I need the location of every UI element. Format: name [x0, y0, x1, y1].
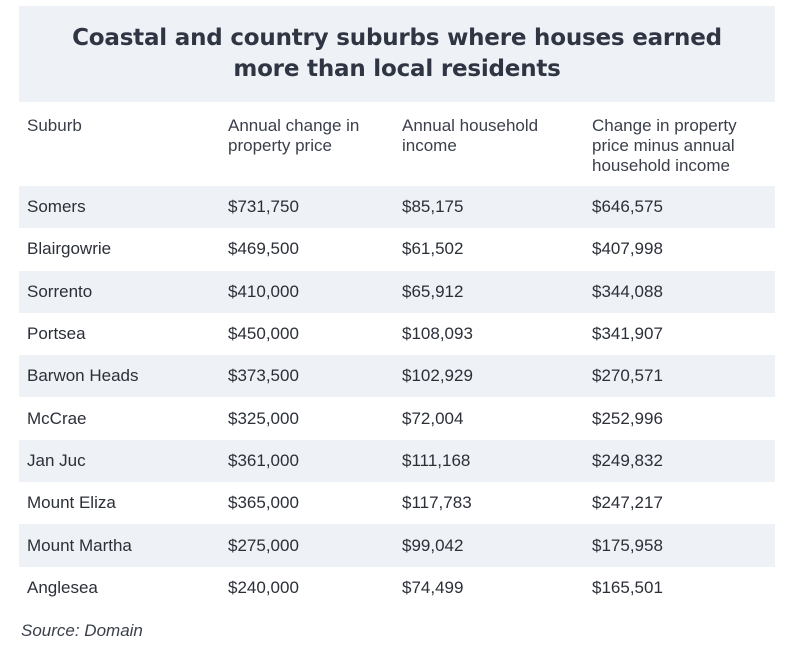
column-header-difference: Change in property price minus annual ho… [592, 116, 737, 175]
cell-income: $102,929 [394, 355, 584, 398]
header-row: Suburb Annual change in property price A… [19, 102, 775, 186]
cell-price-change: $325,000 [220, 397, 394, 440]
table-body: Somers $731,750 $85,175 $646,575 Blairgowrie… [19, 186, 775, 609]
title-banner: Coastal and country suburbs where houses… [19, 6, 775, 102]
cell-suburb: Anglesea [19, 566, 220, 609]
table-row: Mount Eliza $365,000 $117,783 $247,217 [19, 482, 775, 525]
table-row: Blairgowrie $469,500 $61,502 $407,998 [19, 228, 775, 271]
cell-difference: $165,501 [584, 566, 775, 609]
cell-suburb: Mount Eliza [19, 482, 220, 525]
cell-difference: $341,907 [584, 312, 775, 356]
cell-suburb: Mount Martha [19, 524, 220, 567]
cell-suburb: Jan Juc [19, 439, 220, 483]
cell-price-change: $373,500 [220, 355, 394, 398]
cell-suburb: Blairgowrie [19, 228, 220, 271]
cell-price-change: $365,000 [220, 482, 394, 525]
table-row: Jan Juc $361,000 $111,168 $249,832 [19, 439, 775, 483]
table-row: Portsea $450,000 $108,093 $341,907 [19, 312, 775, 356]
cell-difference: $249,832 [584, 439, 775, 483]
cell-difference: $247,217 [584, 482, 775, 525]
cell-price-change: $469,500 [220, 228, 394, 271]
cell-suburb: Barwon Heads [19, 355, 220, 398]
cell-difference: $252,996 [584, 397, 775, 440]
table-row: Sorrento $410,000 $65,912 $344,088 [19, 270, 775, 313]
table-row: McCrae $325,000 $72,004 $252,996 [19, 397, 775, 440]
page-title: Coastal and country suburbs where houses… [72, 25, 722, 82]
source-note: Source: Domain [21, 621, 143, 640]
cell-income: $65,912 [394, 270, 584, 313]
cell-suburb: Sorrento [19, 270, 220, 313]
data-table: Suburb Annual change in property price A… [19, 102, 775, 609]
cell-income: $74,499 [394, 566, 584, 609]
cell-suburb: Somers [19, 186, 220, 229]
cell-income: $111,168 [394, 439, 584, 483]
column-header-price-change: Annual change in property price [228, 116, 360, 155]
cell-difference: $646,575 [584, 186, 775, 229]
cell-income: $117,783 [394, 482, 584, 525]
table-row: Somers $731,750 $85,175 $646,575 [19, 186, 775, 229]
cell-income: $85,175 [394, 186, 584, 229]
table-row: Anglesea $240,000 $74,499 $165,501 [19, 566, 775, 609]
cell-price-change: $240,000 [220, 566, 394, 609]
cell-difference: $407,998 [584, 228, 775, 271]
cell-price-change: $410,000 [220, 270, 394, 313]
cell-income: $72,004 [394, 397, 584, 440]
column-header-suburb: Suburb [27, 116, 82, 135]
cell-price-change: $275,000 [220, 524, 394, 567]
table-card: Coastal and country suburbs where houses… [19, 6, 775, 609]
cell-price-change: $450,000 [220, 312, 394, 356]
cell-price-change: $731,750 [220, 186, 394, 229]
cell-income: $61,502 [394, 228, 584, 271]
cell-income: $99,042 [394, 524, 584, 567]
cell-price-change: $361,000 [220, 439, 394, 483]
cell-suburb: McCrae [19, 397, 220, 440]
cell-income: $108,093 [394, 312, 584, 356]
table-row: Mount Martha $275,000 $99,042 $175,958 [19, 524, 775, 567]
cell-difference: $270,571 [584, 355, 775, 398]
column-header-income: Annual household income [402, 116, 539, 155]
cell-difference: $175,958 [584, 524, 775, 567]
cell-suburb: Portsea [19, 312, 220, 356]
cell-difference: $344,088 [584, 270, 775, 313]
table-row: Barwon Heads $373,500 $102,929 $270,571 [19, 355, 775, 398]
